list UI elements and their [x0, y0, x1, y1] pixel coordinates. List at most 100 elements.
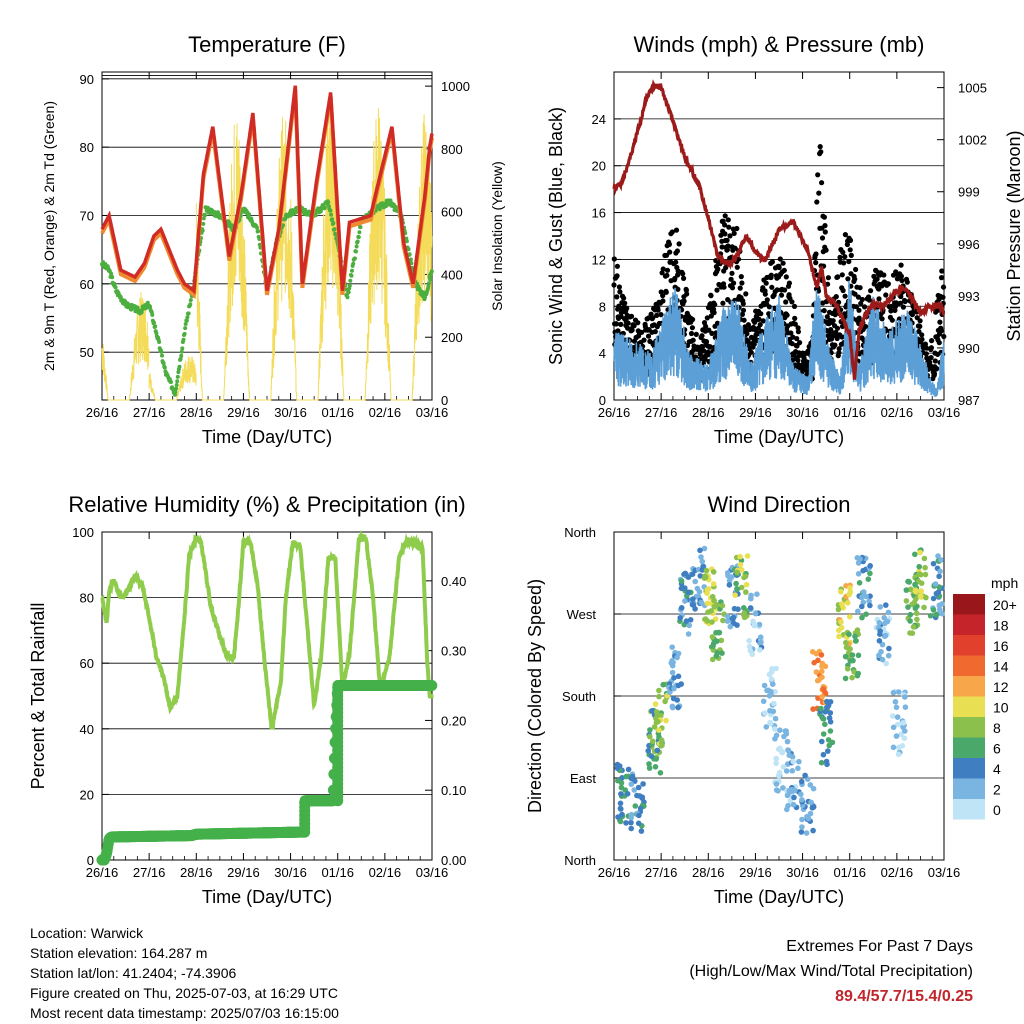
dewpoint-point [110, 275, 115, 280]
gust-point [660, 298, 666, 304]
gust-point [852, 291, 858, 297]
gust-point [776, 264, 782, 271]
solar-series [101, 94, 433, 401]
gust-point [853, 304, 860, 310]
direction-point [856, 580, 863, 586]
gust-point [832, 342, 838, 348]
direction-point [789, 768, 796, 774]
legend-swatch [953, 799, 985, 820]
direction-point [890, 724, 897, 731]
direction-point [810, 827, 816, 834]
gust-point [707, 344, 713, 350]
gust-point [940, 284, 947, 290]
gust-point [727, 233, 733, 239]
direction-point [791, 794, 797, 801]
direction-point [674, 654, 680, 661]
direction-point [624, 791, 631, 797]
gust-point [741, 317, 747, 323]
legend-label: 4 [993, 761, 1001, 777]
gust-point [842, 254, 848, 260]
direction-point [710, 569, 717, 575]
direction-point [901, 735, 908, 741]
direction-point [714, 602, 720, 608]
gust-point [900, 304, 907, 310]
direction-point [906, 578, 912, 585]
direction-point [853, 638, 859, 644]
direction-point [697, 573, 704, 579]
chart-title: Wind Direction [707, 492, 850, 517]
direction-point [631, 787, 637, 793]
direction-point [687, 617, 694, 623]
gust-point [693, 331, 699, 337]
gust-point [897, 300, 904, 306]
direction-point [780, 785, 786, 791]
gust-point [676, 241, 682, 247]
gust-point [737, 285, 743, 291]
location-text: Location: Warwick [30, 925, 144, 941]
direction-point [784, 792, 791, 799]
pressure-line [612, 79, 946, 380]
y2-tick-label: 600 [441, 205, 463, 220]
direction-point [847, 585, 853, 591]
chart-title: Winds (mph) & Pressure (mb) [634, 32, 925, 57]
legend-swatch [953, 737, 985, 758]
y-tick-label: 40 [80, 722, 94, 737]
direction-point [786, 788, 793, 794]
dewpoint-point [256, 229, 261, 234]
direction-point [662, 698, 668, 705]
direction-point [754, 591, 760, 597]
x-tick-label: 02/16 [881, 405, 914, 420]
x-tick-label: 26/16 [598, 865, 631, 880]
direction-point [842, 675, 849, 682]
direction-point [648, 753, 655, 759]
gust-point [783, 274, 789, 280]
legend-label: 20+ [993, 597, 1017, 613]
direction-point [704, 600, 711, 607]
direction-point [757, 634, 764, 640]
direction-point [760, 698, 767, 705]
direction-point [773, 755, 779, 762]
gust-point [758, 311, 764, 317]
gust-point [783, 299, 789, 305]
direction-point [783, 768, 790, 774]
direction-point [701, 545, 708, 552]
gust-point [748, 349, 754, 355]
y2-tick-label: 987 [958, 393, 980, 408]
gust-point [941, 333, 947, 340]
gust-point [794, 336, 800, 342]
gust-point [734, 264, 740, 270]
direction-point [916, 563, 922, 570]
dewpoint-point [183, 326, 188, 331]
direction-point [836, 627, 842, 634]
direction-point [737, 561, 744, 568]
gust-point [621, 295, 627, 301]
x-tick-label: 30/16 [274, 405, 307, 420]
direction-point [744, 553, 751, 559]
direction-point [783, 728, 789, 734]
x-axis-label: Time (Day/UTC) [714, 427, 844, 447]
dewpoint-point [179, 349, 184, 354]
dewpoint-point [281, 223, 285, 228]
legend-label: 8 [993, 720, 1001, 736]
gust-point [934, 366, 940, 372]
direction-point [847, 589, 854, 595]
gust-point [706, 327, 712, 333]
x-tick-label: 03/16 [416, 865, 449, 880]
dewpoint-point [185, 315, 190, 320]
gust-point [815, 172, 821, 178]
gust-point [675, 286, 681, 292]
legend-swatch [953, 655, 985, 676]
gust-point [923, 351, 929, 357]
solar-line-day [384, 114, 433, 401]
direction-point [917, 549, 923, 556]
direction-point [877, 628, 883, 634]
gust-point [846, 258, 852, 265]
x-tick-label: 29/16 [227, 865, 260, 880]
direction-point [879, 656, 886, 663]
direction-point [634, 792, 640, 799]
direction-point [790, 801, 797, 808]
direction-point [902, 704, 909, 710]
direction-point [859, 614, 865, 621]
direction-point [734, 569, 740, 576]
direction-point [656, 693, 662, 700]
